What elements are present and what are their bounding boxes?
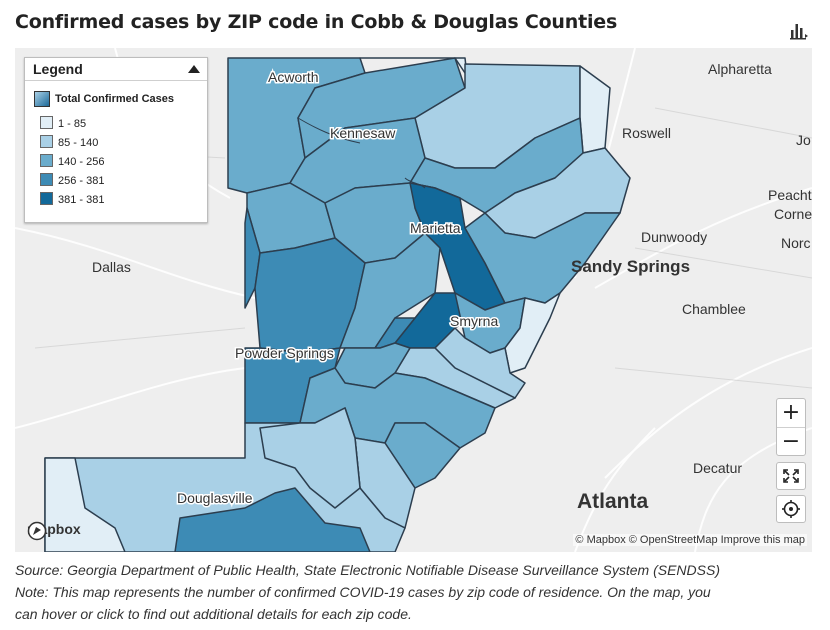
zip-region — [259, 407, 361, 509]
fullscreen-icon — [783, 469, 799, 483]
place-label: Douglasville — [177, 490, 253, 506]
zoom-controls: + − — [776, 398, 806, 456]
page-title: Confirmed cases by ZIP code in Cobb & Do… — [15, 11, 618, 33]
map-view[interactable]: Acworth Kennesaw Marietta Smyrna Powder … — [15, 48, 812, 552]
place-label: Norc — [781, 235, 811, 251]
legend-item: 85 - 140 — [40, 135, 98, 149]
legend-item-label: 1 - 85 — [58, 118, 87, 130]
zip-region — [579, 65, 611, 154]
legend-item-label: 381 - 381 — [58, 194, 105, 206]
map-canvas[interactable]: Acworth Kennesaw Marietta Smyrna Powder … — [15, 48, 812, 552]
legend-item: 140 - 256 — [40, 154, 104, 168]
legend-layer-title: Total Confirmed Cases — [55, 92, 174, 105]
layer-swatch-icon — [34, 91, 50, 107]
place-label: Roswell — [622, 125, 671, 141]
legend-swatch — [40, 154, 53, 167]
zip-region — [244, 207, 261, 309]
place-label: Alpharetta — [708, 61, 772, 77]
collapse-icon[interactable] — [188, 65, 200, 73]
legend-item: 1 - 85 — [40, 116, 86, 130]
zip-region — [44, 457, 126, 552]
place-label: Sandy Springs — [571, 257, 690, 276]
place-label: Peacht — [768, 187, 812, 203]
legend-item: 256 - 381 — [40, 173, 104, 187]
place-label: Smyrna — [450, 313, 498, 329]
divider — [777, 427, 805, 428]
legend-swatch — [40, 173, 53, 186]
legend-item: 381 - 381 — [40, 192, 104, 206]
source-note: Source: Georgia Department of Public Hea… — [15, 562, 720, 578]
place-label: Decatur — [693, 460, 742, 476]
legend-item-label: 140 - 256 — [58, 156, 105, 168]
attribution[interactable]: © Mapbox © OpenStreetMap Improve this ma… — [573, 534, 807, 546]
place-label: Acworth — [268, 69, 319, 85]
legend-swatch — [40, 135, 53, 148]
legend-title: Legend — [33, 61, 83, 77]
mapbox-logo-icon — [27, 521, 47, 541]
chart-toggle-icon[interactable] — [788, 20, 810, 42]
zoom-in-button[interactable]: + — [781, 400, 801, 425]
zoom-out-button[interactable]: − — [781, 429, 801, 454]
place-label: Jo — [796, 132, 811, 148]
note-line: Note: This map represents the number of … — [15, 584, 711, 600]
note-line: can hover or click to find out additiona… — [15, 606, 412, 622]
place-label: Chamblee — [682, 301, 746, 317]
legend-layer: Total Confirmed Cases — [34, 91, 174, 107]
place-label: Kennesaw — [330, 125, 396, 141]
geolocate-icon — [782, 500, 800, 518]
fullscreen-button[interactable] — [776, 462, 806, 490]
legend-swatch — [40, 116, 53, 129]
zip-region — [174, 487, 371, 552]
legend-panel: Legend Total Confirmed Cases 1 - 85 85 -… — [24, 57, 208, 223]
legend-swatch — [40, 192, 53, 205]
geolocate-button[interactable] — [776, 495, 806, 523]
place-label: Dallas — [92, 259, 131, 275]
place-label: Atlanta — [577, 490, 648, 513]
mapbox-logo[interactable]: mapbox — [27, 521, 81, 541]
place-label: Powder Springs — [235, 345, 334, 361]
legend-item-label: 256 - 381 — [58, 175, 105, 187]
place-label: Marietta — [410, 220, 461, 236]
legend-item-label: 85 - 140 — [58, 137, 99, 149]
zip-region — [504, 292, 561, 374]
legend-header[interactable]: Legend — [25, 58, 207, 81]
place-label: Dunwoody — [641, 229, 707, 245]
place-label: Corne — [774, 206, 812, 222]
